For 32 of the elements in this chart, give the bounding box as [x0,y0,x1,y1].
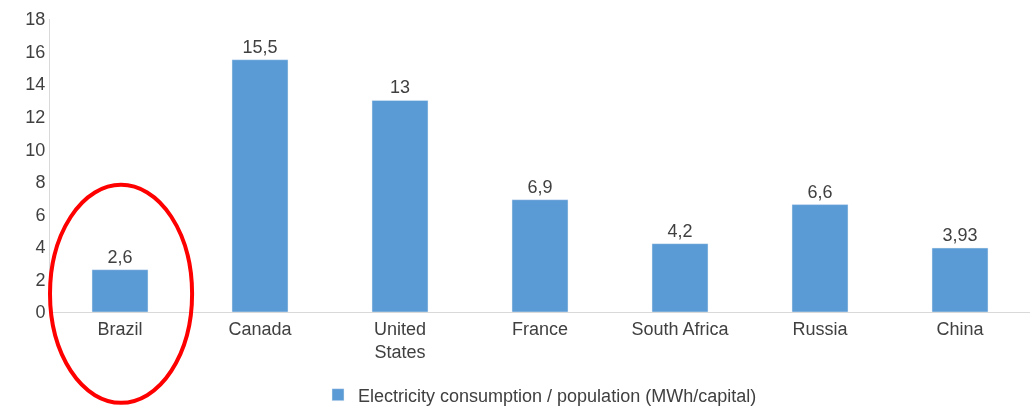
x-tick-label: United States [373,318,427,362]
bar [371,100,429,312]
legend-label: Electricity consumption / population (MWh/capital) [358,385,757,406]
x-tick-label: Russia [792,318,849,339]
x-tick-label: Canada [228,318,293,339]
y-tick-label: 8 [35,172,46,193]
y-tick-label: 6 [35,204,46,225]
y-tick-label: 2 [35,269,46,290]
bar [511,199,569,312]
bar [91,269,149,312]
y-tick-label: 16 [25,41,46,62]
data-label: 4,2 [667,220,693,241]
y-tick-label: 12 [25,106,46,127]
bar [791,204,849,312]
data-label: 13 [389,77,411,98]
data-label: 2,6 [107,246,133,267]
data-label: 6,6 [807,181,833,202]
y-tick-label: 0 [35,302,46,323]
x-tick-label: France [511,318,569,339]
y-tick-label: 18 [25,9,46,30]
bar [651,243,709,312]
bar [231,59,289,312]
y-tick-label: 10 [25,139,46,160]
y-tick-label: 14 [25,74,46,95]
data-label: 6,9 [527,176,553,197]
y-tick-label: 4 [35,237,46,258]
x-tick-label: South Africa [631,318,730,339]
data-label: 3,93 [942,225,978,246]
x-tick-label: China [936,318,985,339]
bar [931,247,989,312]
x-tick-label: Brazil [97,318,143,339]
data-label: 15,5 [242,36,278,57]
